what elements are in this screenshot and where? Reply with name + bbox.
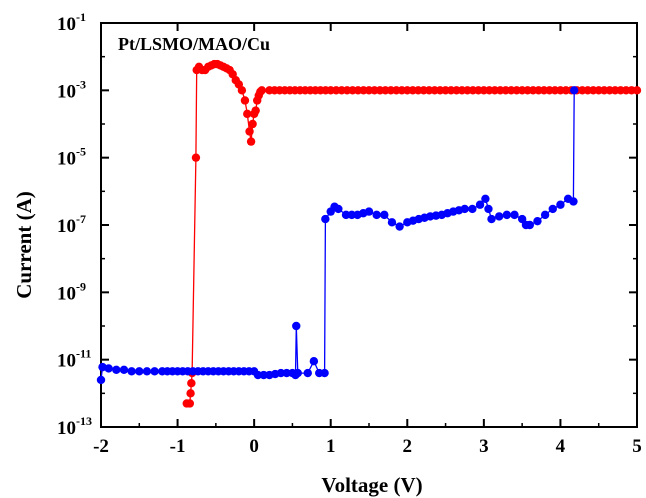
sample-annotation: Pt/LSMO/MAO/Cu	[118, 34, 270, 54]
data-point	[320, 368, 329, 378]
data-point	[119, 365, 129, 375]
data-point	[321, 214, 330, 224]
data-point	[243, 109, 252, 119]
data-point	[341, 210, 351, 220]
data-point	[245, 127, 254, 136]
data-point	[246, 137, 256, 146]
y-tick-label: 10-7	[57, 212, 86, 237]
data-point	[127, 367, 136, 376]
x-axis-title: Voltage (V)	[321, 473, 422, 497]
data-point	[191, 153, 201, 162]
data-point	[548, 204, 557, 214]
data-point	[525, 220, 534, 230]
data-point	[533, 216, 542, 226]
data-point	[380, 210, 389, 220]
data-point	[292, 321, 301, 331]
data-point	[570, 86, 579, 95]
data-point	[364, 207, 374, 216]
x-tick-label: -1	[170, 436, 186, 457]
data-point	[150, 367, 159, 376]
series-1	[96, 86, 579, 385]
data-point	[282, 368, 291, 378]
data-point	[347, 210, 356, 220]
data-point	[257, 86, 266, 95]
x-tick-label: 2	[403, 436, 413, 457]
series-line	[100, 90, 575, 380]
x-tick-label: 5	[632, 436, 642, 457]
y-tick-label: 10-1	[57, 10, 86, 35]
y-tick-label: 10-13	[57, 414, 92, 439]
data-point	[517, 214, 527, 224]
x-tick-label: 4	[556, 436, 566, 457]
data-point	[632, 86, 642, 95]
y-tick-label: 10-9	[57, 279, 86, 304]
axis-ticks	[100, 22, 638, 428]
data-point	[487, 214, 496, 224]
data-point	[569, 197, 578, 206]
data-point	[240, 96, 250, 105]
data-point	[481, 194, 490, 204]
data-point	[334, 204, 343, 214]
data-point	[502, 210, 512, 220]
plot-frame	[100, 22, 638, 428]
data-point	[556, 200, 565, 209]
data-point	[251, 106, 260, 115]
data-point	[395, 222, 404, 231]
data-point	[142, 367, 152, 376]
data-point	[135, 367, 144, 376]
data-point	[187, 378, 196, 388]
data-point	[186, 389, 195, 398]
x-tick-labels: -2 -1 0 1 2 3 4 5	[93, 436, 642, 457]
data-point	[303, 368, 312, 378]
y-tick-label: 10-11	[57, 347, 91, 372]
data-point	[510, 210, 519, 220]
data-point	[387, 218, 397, 227]
x-tick-label: -2	[93, 436, 109, 457]
data-point	[185, 399, 195, 408]
data-series	[96, 59, 642, 408]
data-point	[237, 86, 247, 95]
data-point	[276, 368, 286, 378]
data-point	[475, 200, 485, 209]
x-tick-label: 1	[326, 436, 336, 457]
y-tick-label: 10-5	[57, 145, 86, 170]
data-point	[293, 368, 302, 378]
y-tick-label: 10-3	[57, 77, 86, 102]
y-tick-labels: 10-1 10-3 10-5 10-7 10-9 10-11 10-13	[57, 10, 92, 439]
x-tick-label: 0	[249, 436, 259, 457]
data-point	[248, 119, 257, 129]
data-point	[309, 357, 319, 366]
data-point	[460, 204, 469, 214]
y-axis-title: Current (A)	[12, 191, 36, 299]
data-point	[259, 370, 268, 380]
x-tick-label: 3	[479, 436, 489, 457]
data-point	[372, 210, 381, 220]
data-point	[494, 212, 504, 221]
data-point	[96, 375, 106, 385]
series-0	[182, 59, 642, 408]
data-point	[253, 370, 263, 380]
data-point	[112, 365, 121, 375]
data-point	[104, 364, 113, 373]
data-point	[540, 210, 550, 220]
data-point	[468, 204, 477, 214]
data-point	[484, 204, 493, 214]
